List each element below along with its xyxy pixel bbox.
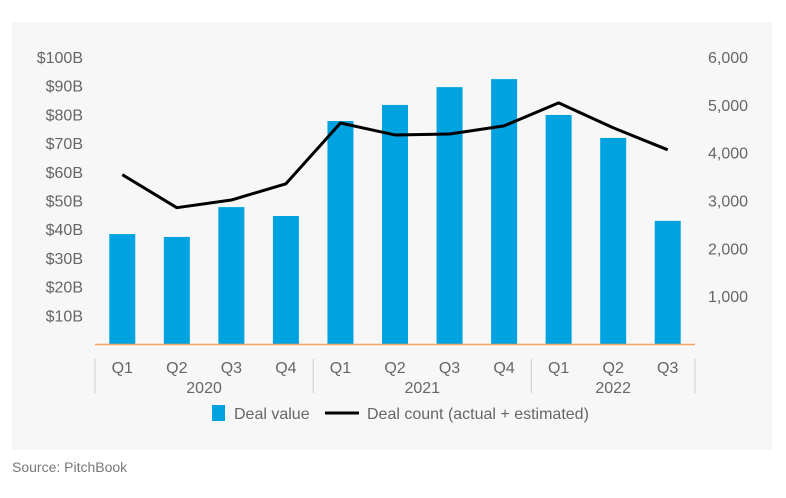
source-note: Source: PitchBook <box>12 459 128 475</box>
bar-deal-value <box>654 220 681 344</box>
bar-deal-value <box>545 114 572 344</box>
bar-deal-value <box>327 121 354 344</box>
x-axis-group-label: 2021 <box>404 380 440 397</box>
bar-deal-value <box>600 137 627 344</box>
bar-deal-value <box>163 236 190 344</box>
x-axis-tick: Q3 <box>439 360 460 377</box>
x-axis-tick: Q1 <box>548 360 569 377</box>
legend-swatch-deal-value <box>212 405 225 421</box>
x-axis-tick: Q4 <box>275 360 296 377</box>
right-axis-tick: 6,000 <box>708 50 748 67</box>
legend-label-deal-count: Deal count (actual + estimated) <box>367 406 589 423</box>
x-axis-tick: Q2 <box>603 360 624 377</box>
left-axis-tick: $10B <box>46 308 83 325</box>
x-axis-tick: Q2 <box>166 360 187 377</box>
left-axis-tick: $100B <box>37 50 83 67</box>
x-axis-tick: Q4 <box>493 360 514 377</box>
bar-deal-value <box>272 215 299 344</box>
x-axis-group-label: 2020 <box>186 380 222 397</box>
bar-deal-value <box>491 79 518 344</box>
bar-deal-value <box>218 207 245 344</box>
bar-deal-value <box>436 87 463 344</box>
right-axis-tick: 4,000 <box>708 146 748 163</box>
x-axis-group-label: 2022 <box>595 380 631 397</box>
x-axis-tick: Q1 <box>330 360 351 377</box>
x-axis-tick: Q3 <box>657 360 678 377</box>
left-axis-tick: $90B <box>46 79 83 96</box>
x-axis-tick: Q2 <box>384 360 405 377</box>
bar-deal-value <box>382 104 408 344</box>
right-axis-tick: 1,000 <box>708 289 748 306</box>
x-axis-tick: Q1 <box>112 360 133 377</box>
legend-label-deal-value: Deal value <box>234 406 310 423</box>
left-axis-tick: $80B <box>46 107 83 124</box>
bar-deal-value <box>109 234 136 344</box>
left-axis-tick: $30B <box>46 251 83 268</box>
left-axis-tick: $20B <box>46 280 83 297</box>
line-deal-count <box>121 101 669 210</box>
left-axis-tick: $40B <box>46 222 83 239</box>
right-axis-tick: 5,000 <box>708 98 748 115</box>
left-axis-tick: $70B <box>46 136 83 153</box>
left-axis-tick: $50B <box>46 194 83 211</box>
left-axis-tick: $60B <box>46 165 83 182</box>
x-axis-tick: Q3 <box>221 360 242 377</box>
right-axis-tick: 3,000 <box>708 194 748 211</box>
right-axis-tick: 2,000 <box>708 241 748 258</box>
